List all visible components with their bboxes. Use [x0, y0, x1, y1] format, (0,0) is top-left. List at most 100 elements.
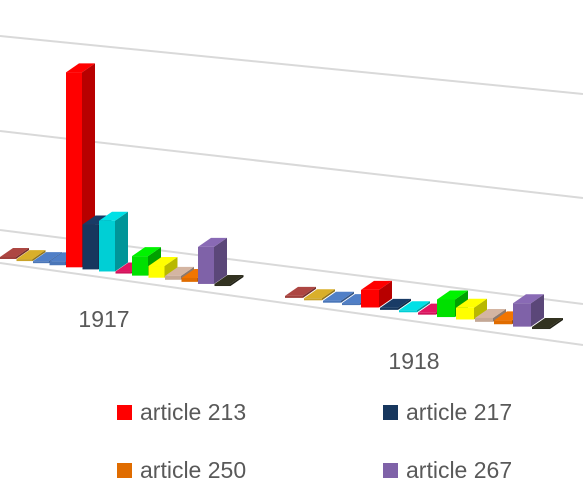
bar-top	[380, 298, 411, 308]
bar-top	[214, 275, 244, 285]
bar	[304, 289, 335, 301]
bar-top	[532, 318, 563, 328]
bar	[323, 291, 354, 303]
bar-side	[417, 301, 430, 313]
legend-swatch-article-213	[117, 405, 132, 420]
bar-top	[99, 211, 128, 221]
bar-front	[66, 72, 82, 268]
tick-label-0: 1917	[78, 306, 129, 332]
legend-item-article-213[interactable]: article 213	[117, 399, 246, 425]
bar-top	[66, 63, 95, 73]
bar-top	[513, 294, 544, 304]
bar-front	[0, 257, 16, 259]
legend-label-article-213: article 213	[140, 399, 246, 425]
bar-front	[532, 327, 550, 330]
bar-top	[437, 290, 468, 300]
bar-side	[493, 308, 506, 322]
bar-front	[181, 277, 198, 282]
bar-front	[361, 289, 379, 308]
tick-label-1: 1918	[388, 348, 439, 374]
bar	[475, 308, 506, 322]
bar-top	[165, 266, 194, 276]
bar-front	[380, 307, 398, 310]
legend-swatch-article-217	[383, 405, 398, 420]
bar-side	[341, 291, 354, 303]
bar-front	[513, 303, 531, 327]
bar-front	[437, 299, 455, 318]
bar-side	[474, 298, 487, 320]
bar	[198, 237, 227, 284]
floor-edge	[0, 262, 583, 346]
legend-item-article-267[interactable]: article 267	[383, 457, 512, 483]
legend-item-article-250[interactable]: article 250	[117, 457, 246, 483]
bar-side	[230, 275, 244, 287]
bar-side	[550, 318, 563, 330]
bar-side	[32, 250, 46, 262]
bar-side	[379, 280, 392, 308]
bar	[456, 298, 487, 320]
bar-top	[323, 291, 354, 301]
bar-top	[16, 250, 46, 260]
bar	[380, 298, 411, 310]
bar-top	[399, 301, 430, 311]
bar-front	[148, 266, 165, 278]
bar	[513, 294, 544, 327]
bar-side	[16, 248, 29, 259]
legend-item-article-217[interactable]: article 217	[383, 399, 512, 425]
bar	[16, 250, 46, 262]
bar-top	[33, 252, 62, 262]
legend-swatch-article-267	[383, 463, 398, 478]
bar	[148, 257, 178, 278]
bar-front	[49, 261, 66, 266]
bar-side	[115, 211, 128, 272]
bar-front	[132, 256, 148, 276]
bar-front	[165, 275, 181, 280]
bar-side	[398, 298, 411, 310]
gridline	[0, 35, 583, 95]
bars	[0, 63, 563, 330]
bar-front	[99, 220, 115, 272]
gridline	[0, 130, 583, 199]
category-axis: 1917 1918	[78, 306, 439, 374]
legend-label-article-250: article 250	[140, 457, 246, 483]
bar-front	[214, 284, 231, 287]
bar-side	[531, 294, 544, 327]
bar-front	[82, 224, 99, 270]
bar-front	[304, 298, 322, 301]
bar	[285, 286, 316, 298]
bar-top	[456, 298, 487, 308]
bar-top	[148, 257, 178, 267]
bar	[99, 211, 128, 272]
bar-front	[323, 300, 341, 303]
bar-front	[342, 303, 360, 306]
bar-top	[285, 286, 316, 296]
bar-front	[399, 310, 417, 313]
bar-front	[33, 261, 49, 264]
bar-front	[285, 295, 303, 298]
bar	[532, 318, 563, 330]
bar	[361, 280, 392, 308]
bar-side	[164, 257, 178, 278]
bar	[437, 290, 468, 318]
bar	[0, 248, 29, 259]
bar-side	[214, 237, 227, 284]
legend-label-article-217: article 217	[406, 399, 512, 425]
legend-swatch-article-250	[117, 463, 132, 478]
bar-top	[475, 308, 506, 318]
bar-front	[198, 246, 214, 284]
bar	[214, 275, 244, 287]
legend: article 213 article 217 article 250 arti…	[117, 399, 512, 483]
bar-top	[361, 280, 392, 290]
bar-top	[0, 248, 29, 257]
bar-front	[456, 307, 474, 320]
bar-side	[82, 63, 95, 268]
bar-front	[418, 312, 436, 315]
gridlines	[0, 35, 583, 346]
bar-top	[132, 247, 161, 257]
bar-front	[475, 317, 493, 322]
bar	[399, 301, 430, 313]
bar-top	[304, 289, 335, 299]
bar-top	[198, 237, 227, 247]
bar-side	[303, 286, 316, 298]
